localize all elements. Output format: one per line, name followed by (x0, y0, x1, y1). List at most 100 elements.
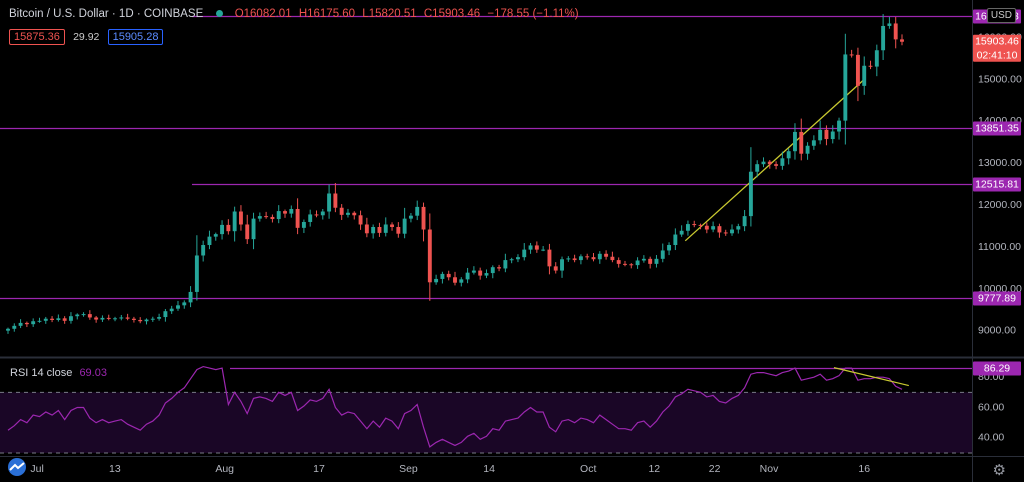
candle[interactable] (238, 205, 243, 231)
candle[interactable] (623, 260, 627, 267)
candle[interactable] (276, 205, 281, 224)
candle[interactable] (169, 305, 174, 314)
candle[interactable] (604, 250, 609, 260)
candle[interactable] (453, 271, 457, 286)
candle[interactable] (220, 220, 225, 240)
candle[interactable] (566, 256, 571, 262)
candle[interactable] (591, 252, 596, 262)
candle[interactable] (541, 246, 546, 252)
candle[interactable] (314, 210, 319, 218)
candle[interactable] (346, 208, 350, 218)
candle[interactable] (736, 223, 741, 234)
candle[interactable] (24, 321, 29, 328)
candle[interactable] (610, 251, 615, 263)
candle[interactable] (862, 56, 867, 95)
candle[interactable] (201, 240, 206, 262)
candle[interactable] (717, 223, 722, 238)
candle[interactable] (534, 241, 539, 253)
candle[interactable] (327, 184, 332, 219)
candle[interactable] (881, 14, 886, 60)
candle[interactable] (616, 257, 621, 268)
candle[interactable] (415, 200, 420, 221)
candle[interactable] (824, 125, 829, 146)
candle[interactable] (560, 256, 564, 278)
candle[interactable] (207, 230, 212, 250)
candle[interactable] (667, 242, 672, 256)
candle[interactable] (358, 210, 363, 230)
ask-price-button[interactable]: 15905.28 (107, 29, 164, 45)
candle[interactable] (818, 120, 823, 145)
candle[interactable] (232, 206, 237, 242)
candle[interactable] (767, 160, 772, 169)
candle[interactable] (799, 118, 804, 161)
candle[interactable] (553, 262, 558, 274)
candle[interactable] (43, 316, 48, 324)
candle[interactable] (692, 220, 697, 228)
candle[interactable] (578, 254, 583, 265)
candle[interactable] (383, 217, 388, 237)
candle[interactable] (805, 142, 810, 160)
candle[interactable] (730, 224, 734, 236)
candle[interactable] (434, 274, 439, 285)
candle[interactable] (793, 123, 797, 160)
candle[interactable] (641, 255, 646, 263)
candle[interactable] (188, 286, 193, 308)
candle[interactable] (761, 157, 766, 168)
candle[interactable] (308, 209, 313, 227)
candle[interactable] (887, 16, 892, 29)
candle[interactable] (6, 327, 10, 334)
candle[interactable] (900, 34, 904, 46)
candle[interactable] (503, 253, 508, 273)
candle[interactable] (81, 312, 86, 317)
candle[interactable] (352, 211, 357, 220)
candle[interactable] (396, 222, 401, 238)
symbol-title[interactable]: Bitcoin / U.S. Dollar · 1D · COINBASE (9, 8, 204, 20)
candle[interactable] (660, 243, 665, 263)
candle[interactable] (176, 300, 180, 311)
candle[interactable] (855, 47, 860, 102)
candle[interactable] (157, 313, 162, 321)
candle[interactable] (12, 323, 17, 332)
candle[interactable] (471, 266, 476, 275)
bid-price-button[interactable]: 15875.36 (9, 29, 65, 45)
candle[interactable] (786, 148, 791, 165)
candle[interactable] (465, 267, 470, 284)
candle[interactable] (516, 254, 520, 263)
candle[interactable] (138, 317, 143, 324)
candle[interactable] (427, 213, 432, 301)
candle[interactable] (635, 257, 640, 269)
candle[interactable] (849, 49, 854, 58)
candle[interactable] (402, 207, 407, 239)
candle[interactable] (484, 269, 489, 279)
candle[interactable] (31, 318, 36, 327)
candle[interactable] (679, 225, 684, 237)
candle[interactable] (723, 229, 728, 236)
candle[interactable] (371, 224, 376, 239)
candle[interactable] (711, 221, 716, 233)
candle[interactable] (774, 161, 779, 170)
candle[interactable] (289, 205, 294, 218)
candle[interactable] (629, 263, 634, 269)
candle[interactable] (654, 255, 659, 268)
candle[interactable] (283, 209, 287, 218)
candle[interactable] (478, 267, 483, 280)
candle[interactable] (37, 317, 42, 323)
candle[interactable] (509, 257, 514, 264)
candle[interactable] (144, 318, 149, 325)
candle[interactable] (194, 235, 199, 301)
candle[interactable] (811, 135, 816, 150)
candle[interactable] (150, 316, 155, 322)
candle[interactable] (270, 214, 275, 223)
candle[interactable] (113, 316, 117, 322)
candle[interactable] (62, 316, 67, 324)
candle[interactable] (257, 212, 262, 222)
candle[interactable] (648, 256, 653, 269)
candle[interactable] (251, 212, 256, 250)
candle[interactable] (163, 309, 168, 322)
candle[interactable] (780, 151, 785, 170)
candle[interactable] (698, 223, 703, 230)
candle[interactable] (421, 202, 426, 242)
candle[interactable] (748, 147, 753, 227)
candle[interactable] (333, 183, 338, 213)
